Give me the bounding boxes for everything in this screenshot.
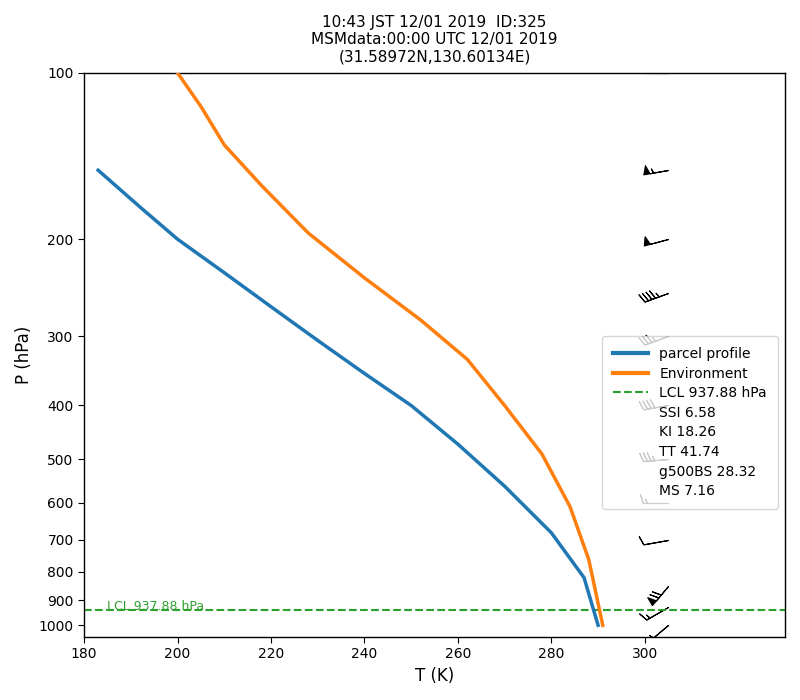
Environment <box>196 102 206 111</box>
Environment <box>598 621 607 629</box>
Legend: parcel profile, Environment, LCL 937.88 hPa, SSI 6.58, KI 18.26, TT 41.74, g500B: parcel profile, Environment, LCL 937.88 … <box>602 336 778 509</box>
parcel profile <box>406 401 416 410</box>
Line: Environment: Environment <box>178 73 602 625</box>
Line: parcel profile: parcel profile <box>98 170 598 625</box>
parcel profile <box>94 166 103 174</box>
Environment <box>584 555 594 564</box>
parcel profile <box>579 573 589 582</box>
Y-axis label: P (hPa): P (hPa) <box>15 326 33 384</box>
Text: LCL 937.88 hPa: LCL 937.88 hPa <box>107 600 205 612</box>
Environment <box>360 274 370 282</box>
parcel profile <box>219 269 229 277</box>
Environment <box>566 503 575 511</box>
parcel profile <box>266 302 276 311</box>
parcel profile <box>453 440 462 449</box>
parcel profile <box>313 336 322 344</box>
parcel profile <box>360 370 370 378</box>
Environment <box>416 316 426 324</box>
Environment <box>500 401 510 410</box>
Environment <box>173 69 182 77</box>
parcel profile <box>500 482 510 491</box>
parcel profile <box>135 203 145 211</box>
Environment <box>219 141 229 149</box>
Environment <box>538 450 547 459</box>
Environment <box>303 229 313 237</box>
parcel profile <box>594 621 603 629</box>
X-axis label: T (K): T (K) <box>415 667 454 685</box>
Environment <box>462 355 472 363</box>
parcel profile <box>546 528 556 537</box>
Title: 10:43 JST 12/01 2019  ID:325
MSMdata:00:00 UTC 12/01 2019
(31.58972N,130.60134E): 10:43 JST 12/01 2019 ID:325 MSMdata:00:0… <box>311 15 558 65</box>
parcel profile <box>173 235 182 244</box>
Environment <box>257 181 266 190</box>
